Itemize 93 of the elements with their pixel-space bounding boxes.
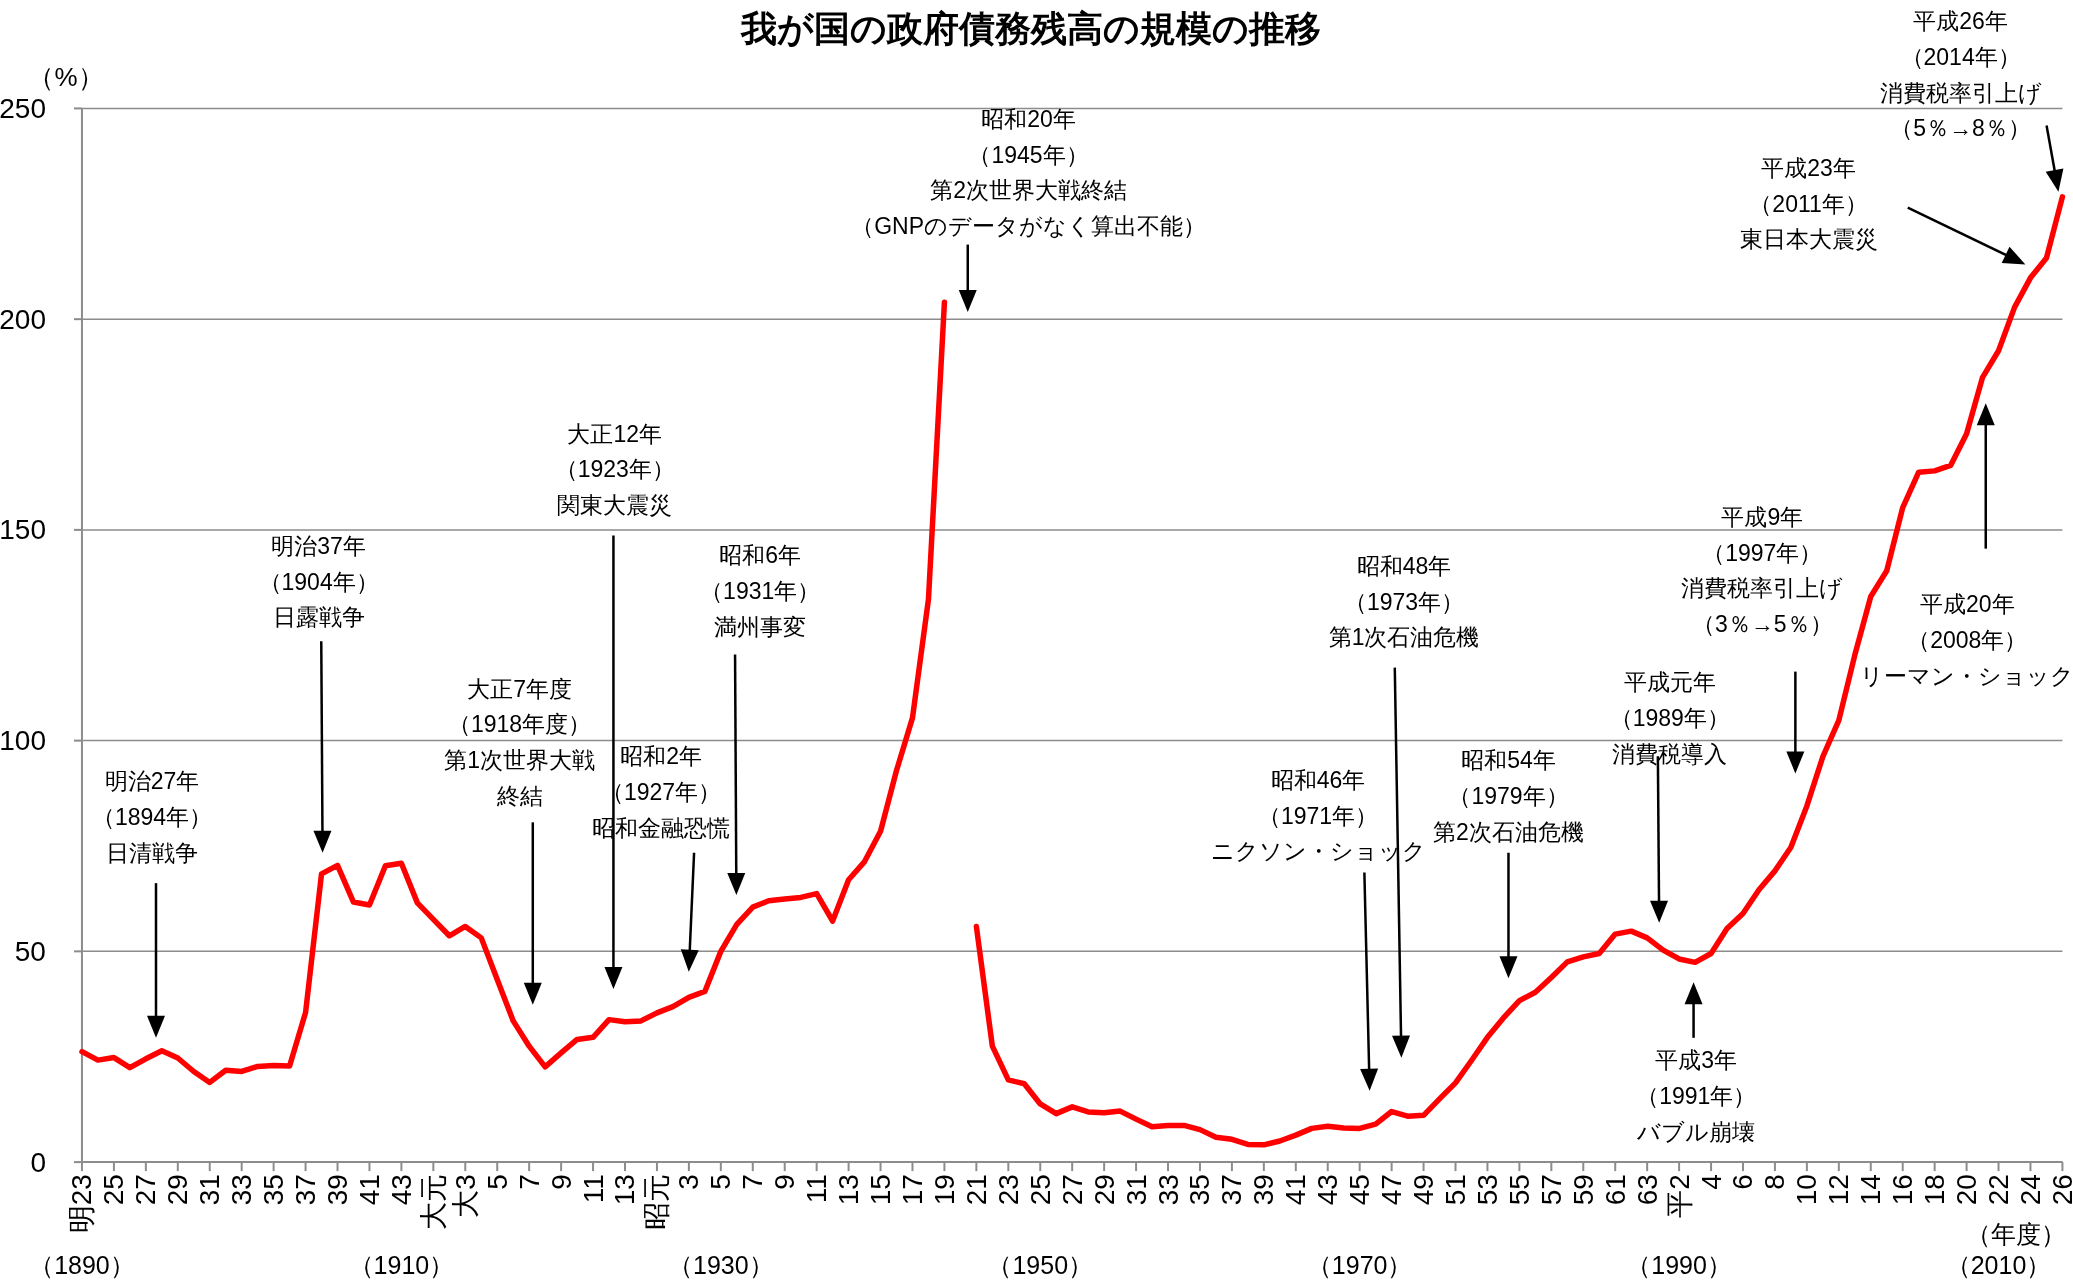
text: （2010） (1945, 1251, 2052, 1280)
x-tick-label: 23 (992, 1174, 1024, 1206)
x-tick-label: 29 (162, 1174, 194, 1206)
x-tick-label: 43 (1312, 1174, 1344, 1206)
x-tick-label: 33 (226, 1174, 258, 1206)
x-tick-label: 63 (1631, 1174, 1663, 1206)
text: （1990） (1626, 1251, 1732, 1280)
x-tick-label: 51 (1440, 1174, 1472, 1206)
x-tick-label: 20 (1951, 1174, 1983, 1206)
x-tick-label: 大元 (417, 1174, 449, 1231)
x-tick-label: 55 (1503, 1174, 1535, 1206)
x-tick-label: 8 (1759, 1174, 1791, 1190)
x-tick-label: 61 (1599, 1174, 1631, 1206)
x-tick-label: 59 (1567, 1174, 1599, 1206)
x-tick-label: 57 (1535, 1174, 1567, 1206)
y-tick-label: 200 (0, 303, 46, 335)
x-tick-label: 9 (545, 1174, 577, 1190)
y-tick-label: 250 (0, 92, 46, 124)
x-tick-label: 43 (385, 1174, 417, 1206)
y-tick-label: 0 (30, 1146, 46, 1178)
x-tick-label: 25 (1024, 1174, 1056, 1206)
annotation: 昭和20年（1945年）第2次世界大戦終結（GNPのデータがなく算出不能） (851, 105, 1206, 240)
x-tick-label: 29 (1088, 1174, 1120, 1206)
x-tick-label: 26 (2046, 1174, 2073, 1206)
y-tick-label: 100 (0, 725, 46, 757)
x-tick-label: 9 (769, 1174, 801, 1190)
x-tick-label: 37 (1216, 1174, 1248, 1206)
text: （1910） (348, 1251, 455, 1280)
x-tick-label: 17 (896, 1174, 928, 1206)
annotation: 平成26年（2014年）消費税率引上げ（5％→8％） (1879, 8, 2042, 142)
x-tick-label: 5 (481, 1174, 513, 1190)
x-tick-label: 35 (258, 1174, 290, 1206)
x-tick-label: 24 (2014, 1174, 2046, 1206)
x-tick-label: 13 (609, 1174, 641, 1206)
x-tick-label: 33 (1152, 1174, 1184, 1206)
x-tick-label: 41 (353, 1174, 385, 1206)
x-tick-label: 31 (194, 1174, 226, 1206)
x-tick-label: 21 (960, 1174, 992, 1206)
x-tick-label: 15 (865, 1174, 897, 1206)
x-axis-title: （年度） (1966, 1220, 2066, 1248)
text: （1950） (987, 1251, 1094, 1280)
x-tick-label: 大3 (449, 1174, 481, 1218)
x-tick-label: 14 (1855, 1174, 1887, 1206)
annotation: 平成20年（2008年）リーマン・ショック (1860, 591, 2073, 689)
x-tick-label: 11 (801, 1174, 833, 1204)
x-tick-label: 27 (130, 1174, 162, 1206)
annotation: 平成元年（1989年）消費税導入 (1609, 669, 1730, 767)
x-tick-label: 4 (1695, 1174, 1727, 1190)
x-tick-label: 49 (1408, 1174, 1440, 1206)
x-tick-label: 18 (1919, 1174, 1951, 1206)
x-tick-label: 22 (1983, 1174, 2015, 1206)
x-tick-label: 31 (1120, 1174, 1152, 1206)
x-tick-label: 39 (322, 1174, 354, 1206)
x-tick-label: 10 (1791, 1174, 1823, 1206)
x-tick-label: 41 (1280, 1174, 1312, 1206)
x-tick-label: 16 (1887, 1174, 1919, 1206)
x-tick-label: 昭元 (641, 1174, 673, 1231)
text: （1930） (668, 1251, 774, 1280)
x-tick-label: 明23 (66, 1174, 98, 1234)
chart-title: 我が国の政府債務残高の規模の推移 (740, 7, 1321, 49)
annotation: 昭和54年（1979年）第2次石油危機 (1433, 747, 1584, 845)
x-tick-label: 53 (1471, 1174, 1503, 1206)
x-tick-label: 7 (513, 1174, 545, 1190)
text: （1890） (29, 1251, 135, 1280)
y-tick-label: 150 (0, 514, 46, 546)
annotation: 大正12年（1923年）関東大震災 (554, 420, 675, 519)
x-tick-label: 19 (928, 1174, 960, 1206)
x-tick-label: 35 (1184, 1174, 1216, 1206)
y-tick-label: 50 (14, 935, 46, 967)
annotation: 明治37年（1904年）日露戦争 (258, 533, 379, 631)
annotation: 昭和6年（1931年）満州事変 (700, 542, 821, 640)
x-tick-label: 平2 (1663, 1174, 1695, 1218)
x-tick-label: 27 (1056, 1174, 1088, 1206)
x-tick-label: 13 (833, 1174, 865, 1206)
x-tick-label: 39 (1248, 1174, 1280, 1206)
x-tick-label: 3 (673, 1174, 705, 1190)
x-tick-label: 12 (1823, 1174, 1855, 1206)
x-tick-label: 25 (98, 1174, 130, 1206)
x-tick-label: 37 (290, 1174, 322, 1206)
annotation: 明治27年（1894年）日清戦争 (91, 768, 213, 866)
y-axis-title: （%） (28, 62, 104, 92)
x-tick-label: 11 (577, 1174, 609, 1204)
x-tick-label: 45 (1344, 1174, 1376, 1206)
annotation: 平成23年（2011年）東日本大震災 (1739, 154, 1878, 253)
annotation: 昭和48年（1973年）第1次石油危機 (1328, 552, 1480, 651)
x-tick-label: 6 (1727, 1174, 1759, 1190)
annotation: 平成3年（1991年）バブル崩壊 (1636, 1047, 1757, 1145)
annotation: 平成9年（1997年）消費税率引上げ（3％→5％） (1681, 503, 1844, 638)
annotation: 昭和46年（1971年）ニクソン・ショック (1210, 767, 1426, 865)
x-tick-label: 7 (737, 1174, 769, 1190)
text: （1970） (1306, 1251, 1413, 1280)
x-tick-label: 47 (1376, 1174, 1408, 1206)
x-tick-label: 5 (705, 1174, 737, 1190)
